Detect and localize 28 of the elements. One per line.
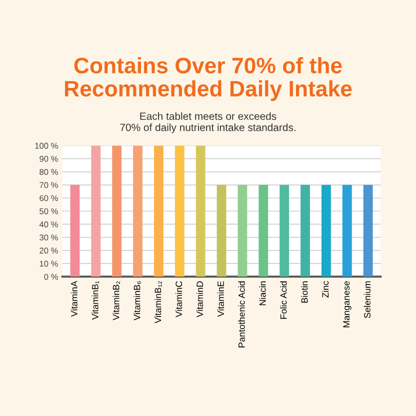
y-tick-label: 0 % xyxy=(44,274,58,280)
y-tick-label: 60 % xyxy=(40,195,58,202)
x-tick-label: VitaminE xyxy=(217,281,224,317)
x-tick-label: VitaminB₁ xyxy=(92,281,100,320)
x-tick-label: VitaminD xyxy=(196,281,204,318)
x-tick-label: Pantothenic Acid xyxy=(238,281,245,348)
y-tick-label: 10 % xyxy=(40,260,58,267)
y-tick-label: 80 % xyxy=(40,169,58,175)
x-tick-label: Niacin xyxy=(259,281,266,306)
chart-subtitle: Each tablet meets or exceeds 70% of daily nutrient intake standards. xyxy=(120,112,296,134)
x-tick-label: VitaminB₁₂ xyxy=(154,281,162,324)
x-tick-label: VitaminC xyxy=(175,281,182,318)
y-tick-label: 100 % xyxy=(35,142,58,149)
y-tick-label: 20 % xyxy=(40,248,58,254)
x-tick-label: VitaminA xyxy=(70,280,78,317)
x-tick-label: VitaminB₂ xyxy=(112,281,120,320)
y-tick-label: 70 % xyxy=(40,182,58,188)
x-tick-label: Selenium xyxy=(364,281,370,318)
y-tick-label: 30 % xyxy=(40,234,58,240)
y-tick-label: 40 % xyxy=(39,221,58,228)
x-tick-label: Manganese xyxy=(343,281,352,328)
x-tick-label: Biotin xyxy=(301,281,308,303)
x-tick-label: Zinc xyxy=(322,281,329,298)
x-tick-label: Folic Acid xyxy=(280,281,287,319)
y-tick-label: 90 % xyxy=(40,156,58,162)
y-tick-label: 50 % xyxy=(40,208,58,214)
x-tick-label: VitaminB₆ xyxy=(134,281,141,320)
chart-title: Contains Over 70% of the Recommended Daily Intake xyxy=(65,57,352,101)
